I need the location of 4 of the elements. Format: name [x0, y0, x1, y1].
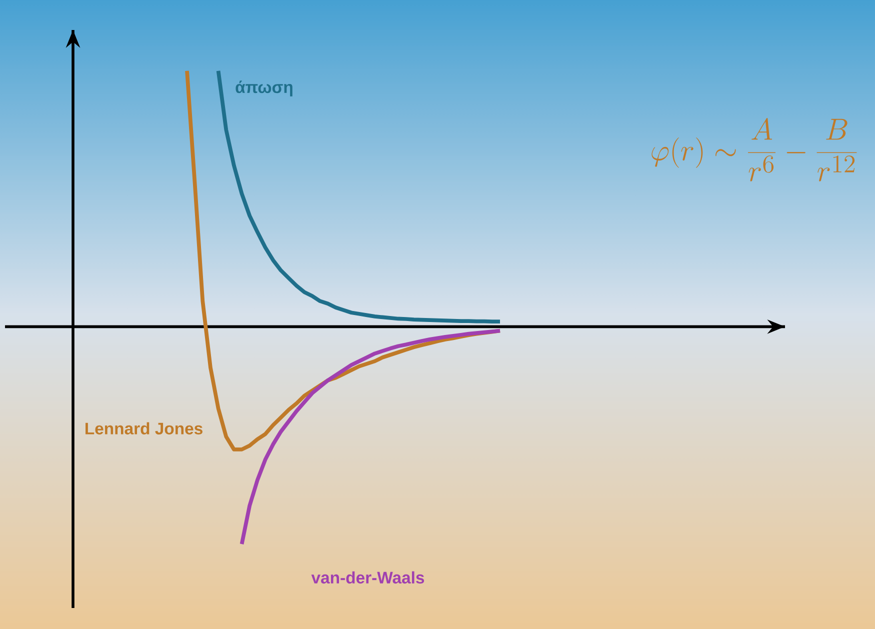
- series-label: άπωση: [236, 80, 292, 96]
- text: $\varphi(r)\sim\frac{A}{r^{6}}-\frac{B}{r^{12}}$: [652, 118, 857, 182]
- series-label: Lennard Jones: [86, 422, 202, 434]
- text: van-der-Waals: [311, 571, 424, 584]
